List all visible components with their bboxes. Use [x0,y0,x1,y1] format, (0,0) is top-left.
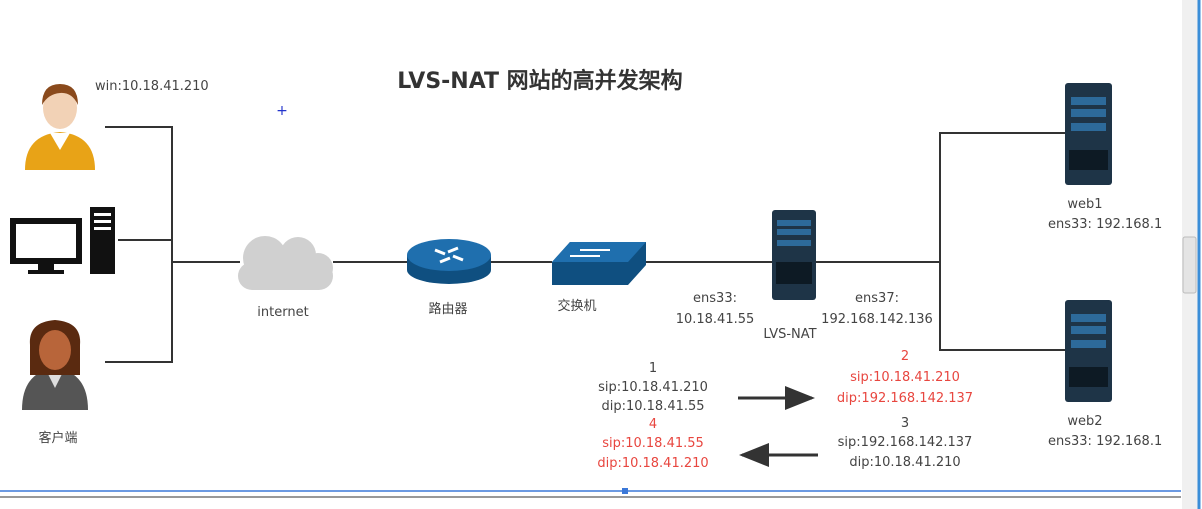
web2-ip: ens33: 192.168.1 [1048,434,1162,449]
packet-dip: dip:192.168.142.137 [837,391,973,406]
lvs-ens33-name: ens33: [693,291,737,306]
web1-server-icon [1065,83,1112,185]
web2-label: web2 [1067,414,1102,429]
web1-ip: ens33: 192.168.1 [1048,217,1162,232]
packet-4: 4 sip:10.18.41.55 dip:10.18.41.210 [597,417,708,471]
switch-label: 交换机 [557,298,596,314]
lvs-label: LVS-NAT [763,327,816,342]
router-icon [407,239,491,284]
packet-dip: dip:10.18.41.210 [597,456,708,471]
internet-cloud-icon [238,236,333,290]
internet-label: internet [257,305,308,320]
packet-sip: sip:10.18.41.210 [850,370,960,385]
packet-3: 3 sip:192.168.142.137 dip:10.18.41.210 [838,416,973,470]
packet-step: 1 [649,361,657,376]
diagram-title: LVS-NAT 网站的高并发架构 [397,68,682,94]
user-icon [25,84,95,170]
packet-1: 1 sip:10.18.41.210 dip:10.18.41.55 [598,361,708,414]
lvs-server-icon [772,210,816,300]
switch-icon [552,242,646,285]
client-ip-label: win:10.18.41.210 [95,79,209,94]
scrollbar-thumb[interactable] [1182,236,1197,294]
packet-step: 4 [649,417,657,432]
packet-sip: sip:192.168.142.137 [838,435,973,450]
packet-dip: dip:10.18.41.210 [849,455,960,470]
router-label: 路由器 [428,301,467,317]
packet-2: 2 sip:10.18.41.210 dip:192.168.142.137 [837,349,973,406]
resize-handle[interactable] [622,488,628,494]
female-user-icon [22,320,88,410]
connection-lines [105,126,1065,363]
lvs-ens37-ip: 192.168.142.136 [821,312,933,327]
packet-step: 2 [901,349,909,364]
computer-icon [10,207,115,274]
packet-step: 3 [901,416,909,431]
web2-server-icon [1065,300,1112,402]
client-label: 客户端 [38,430,77,446]
web1-label: web1 [1067,197,1102,212]
packet-sip: sip:10.18.41.210 [598,380,708,395]
packet-dip: dip:10.18.41.55 [601,399,704,414]
packet-sip: sip:10.18.41.55 [602,436,704,451]
cursor-crosshair-icon: + [276,103,288,119]
lvs-ens37-name: ens37: [855,291,899,306]
lvs-ens33-ip: 10.18.41.55 [676,312,755,327]
